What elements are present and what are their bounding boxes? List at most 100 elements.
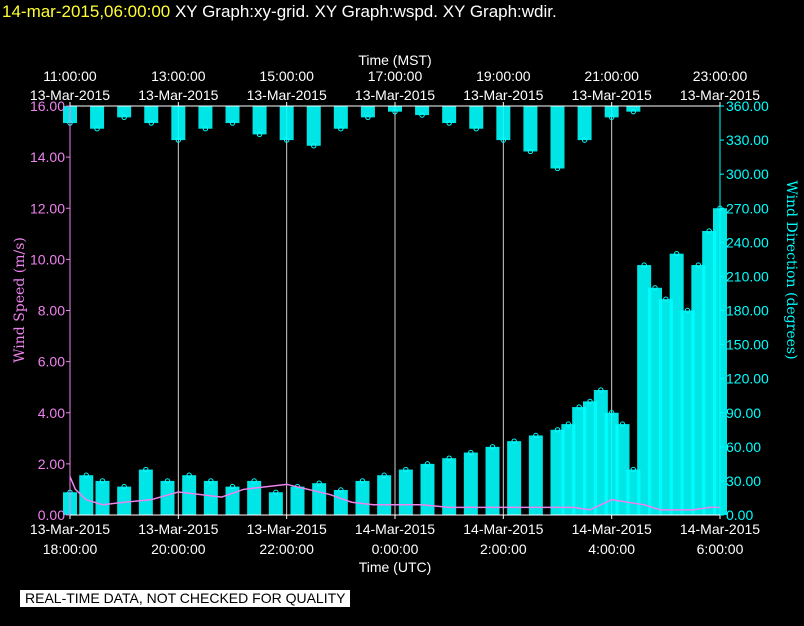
wdir-mark: [485, 446, 500, 515]
wdir-point: [424, 461, 431, 467]
wdir-mark: [333, 490, 348, 515]
wdir-band-point: [94, 126, 100, 132]
wdir-point: [565, 421, 572, 427]
wdir-band-point: [121, 114, 127, 121]
wdir-mark: [680, 310, 695, 515]
wdir-band-point: [256, 131, 263, 138]
wdir-point: [695, 262, 702, 268]
top-tick-date: 13-Mar-2015: [572, 87, 652, 103]
chart-header: 14-mar-2015,06:00:00 XY Graph:xy-grid. X…: [2, 0, 557, 26]
wdir-mark: [377, 475, 392, 515]
wdir-band-mark: [90, 106, 105, 129]
wdir-band-point: [202, 126, 209, 132]
wdir-band-point: [581, 137, 588, 143]
wdir-mark: [182, 475, 197, 515]
bottom-tick-date: 13-Mar-2015: [138, 521, 218, 537]
wdir-point: [316, 480, 322, 486]
left-tick-label: 10.00: [30, 251, 65, 267]
wdir-mark: [138, 469, 153, 515]
right-tick-label: 150.00: [726, 337, 769, 353]
wdir-mark: [95, 480, 110, 515]
wdir-point: [663, 296, 669, 302]
wdir-band-point: [148, 120, 154, 126]
wdir-point: [652, 285, 658, 291]
wdir-point: [673, 250, 680, 257]
wdir-mark: [702, 230, 717, 515]
right-tick-label: 360.00: [726, 98, 769, 114]
wdir-point: [511, 438, 517, 444]
right-tick-label: 270.00: [726, 200, 769, 216]
wdir-band-mark: [198, 106, 213, 129]
wdir-mark: [290, 486, 305, 515]
right-tick-label: 90.00: [726, 405, 761, 421]
wdir-band-mark: [550, 106, 565, 169]
right-tick-label: 210.00: [726, 268, 769, 284]
wdir-point: [143, 466, 149, 473]
wdir-point: [684, 307, 691, 314]
wdir-point: [229, 483, 236, 490]
wdir-mark: [593, 390, 608, 515]
wdir-point: [598, 387, 604, 393]
wdir-point: [338, 487, 344, 493]
wdir-band-series: [63, 106, 641, 172]
wdir-band-mark: [144, 106, 159, 124]
wdir-point: [489, 444, 496, 450]
wdir-point: [208, 478, 214, 484]
wdir-band-point: [338, 126, 344, 132]
wdir-mark: [561, 424, 576, 515]
wdir-mark: [583, 401, 597, 515]
bottom-tick-date: 14-Mar-2015: [572, 521, 652, 537]
wdir-point: [446, 455, 452, 461]
wdir-band-mark: [442, 106, 457, 124]
wdir-band-mark: [306, 106, 321, 146]
right-tick-label: 120.00: [726, 371, 769, 387]
timestamp: 14-mar-2015,06:00:00: [2, 2, 171, 21]
right-axis: 0.00 30.00 60.00 90.00 120.00 150.00 180.00 210…: [720, 98, 769, 523]
wdir-band-mark: [279, 106, 294, 141]
bottom-tick-date: 14-Mar-2015: [680, 521, 760, 537]
wdir-point: [576, 404, 582, 410]
title-xy-grid: XY Graph:xy-grid.: [174, 2, 310, 21]
right-tick-label: 180.00: [726, 303, 769, 319]
wdir-band-point: [554, 165, 561, 172]
bottom-tick-time: 2:00:00: [480, 541, 527, 557]
top-tick-date: 13-Mar-2015: [138, 87, 218, 103]
bottom-axis: 13-Mar-2015 18:00:00 13-Mar-2015 20:00:00 13…: [30, 515, 760, 557]
left-tick-label: 4.00: [38, 405, 65, 421]
bottom-tick-time: 20:00:00: [151, 541, 206, 557]
wdir-point: [359, 478, 366, 484]
bottom-tick-date: 14-Mar-2015: [463, 521, 543, 537]
right-tick-label: 0.00: [726, 507, 753, 523]
top-axis-label: Time (MST): [358, 52, 431, 68]
top-tick-time: 11:00:00: [43, 68, 97, 84]
top-tick-time: 21:00:00: [584, 68, 639, 84]
top-tick-date: 13-Mar-2015: [463, 87, 543, 103]
wdir-mark: [398, 469, 413, 515]
wdir-band-mark: [252, 106, 267, 135]
wdir-band-mark: [415, 106, 430, 116]
wdir-band-point: [419, 112, 425, 118]
top-tick-time: 17:00:00: [368, 68, 423, 84]
wdir-band-point: [500, 137, 507, 143]
left-axis: 0.00 2.00 4.00 6.00 8.00 10.00 12.00 14.00 16.00: [30, 98, 70, 523]
wdir-point: [630, 466, 637, 473]
wdir-band-point: [630, 108, 637, 115]
wdir-band-point: [283, 137, 290, 143]
left-tick-label: 14.00: [30, 149, 65, 165]
wdir-band-mark: [117, 106, 132, 118]
wdir-point: [587, 398, 593, 405]
right-tick-label: 240.00: [726, 234, 769, 250]
wdir-mark: [615, 424, 630, 515]
bottom-tick-date: 13-Mar-2015: [30, 521, 110, 537]
wdir-mark: [203, 480, 218, 515]
top-tick-date: 13-Mar-2015: [355, 87, 435, 103]
wdir-mark: [550, 429, 565, 515]
right-tick-label: 60.00: [726, 439, 761, 455]
wdir-point: [706, 228, 712, 234]
left-tick-label: 12.00: [30, 200, 65, 216]
grid: [177, 106, 613, 515]
wdir-mark: [420, 463, 435, 515]
wdir-band-mark: [360, 106, 375, 118]
wdir-mark: [528, 435, 543, 515]
